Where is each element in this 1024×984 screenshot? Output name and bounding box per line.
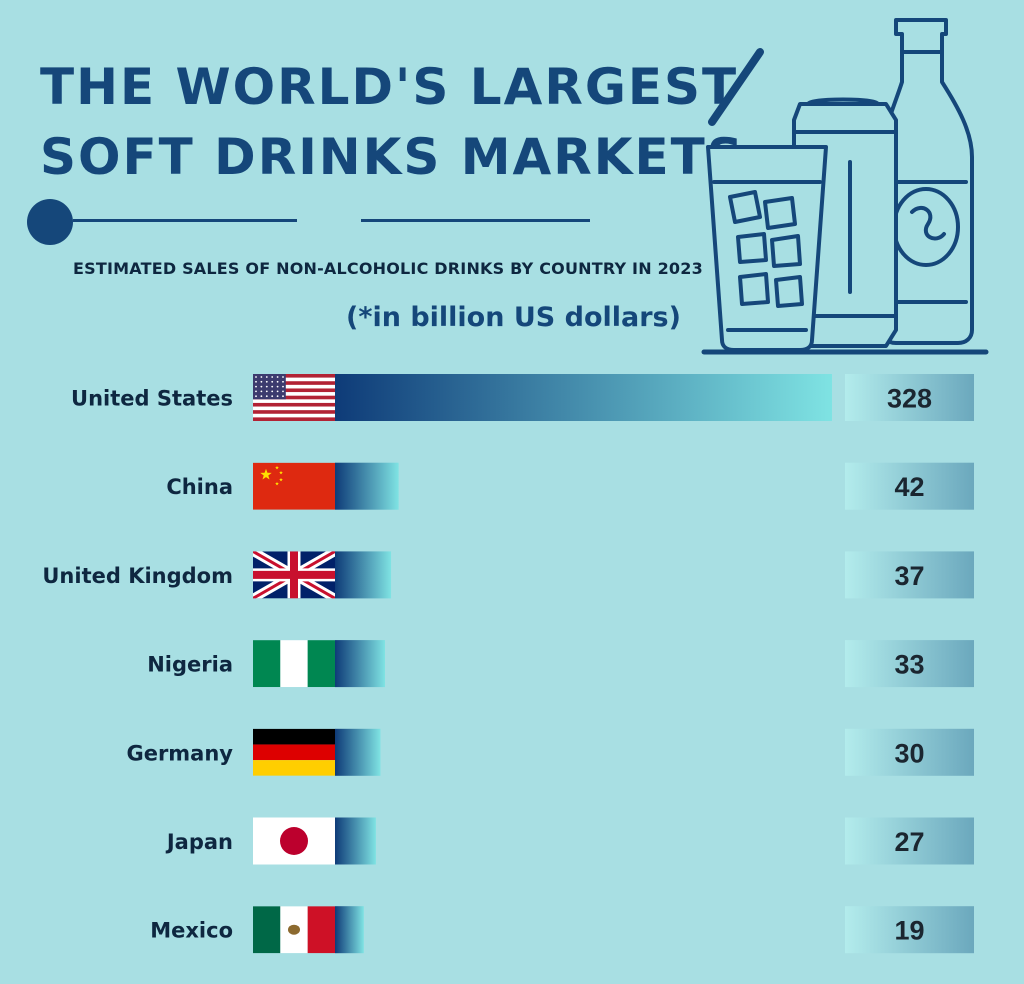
nigeria-flag-icon xyxy=(253,640,335,688)
germany-flag-icon xyxy=(253,728,335,776)
value-label: 27 xyxy=(894,827,924,857)
title-line-2: Soft Drinks Markets xyxy=(40,128,745,186)
bar-row: Germany 30 xyxy=(126,728,974,776)
glass-with-straw-icon xyxy=(706,48,828,352)
value-box xyxy=(845,640,974,688)
mexico-flag-icon xyxy=(253,906,335,954)
chart-subtitle: ESTIMATED SALES OF NON-ALCOHOLIC DRINKS … xyxy=(73,259,703,278)
category-label: Japan xyxy=(165,830,233,854)
bar xyxy=(335,374,832,421)
value-label: 42 xyxy=(894,472,924,502)
value-box xyxy=(845,551,974,599)
bar xyxy=(335,551,392,599)
value-label: 37 xyxy=(894,561,924,591)
value-label: 19 xyxy=(894,916,924,946)
category-label: Germany xyxy=(126,741,233,765)
value-label: 30 xyxy=(894,738,924,768)
bar xyxy=(335,728,381,776)
value-box xyxy=(845,462,974,510)
bar xyxy=(335,462,399,510)
unit-note: (*in billion US dollars) xyxy=(346,302,681,333)
bar-row: United Kingdom 37 xyxy=(42,551,974,599)
uk-flag-icon xyxy=(253,551,335,599)
category-label: United Kingdom xyxy=(42,564,233,588)
bar-row: China 42 xyxy=(166,462,974,510)
decorative-line-left xyxy=(73,219,297,222)
value-box xyxy=(845,728,974,776)
value-label: 33 xyxy=(894,650,924,680)
bar-row: United States 328 xyxy=(71,374,974,421)
us-flag-icon xyxy=(253,374,335,421)
value-box xyxy=(845,374,974,421)
japan-flag-icon xyxy=(253,817,335,865)
drinks-illustration xyxy=(701,18,989,355)
category-label: United States xyxy=(71,387,233,411)
bar xyxy=(335,640,386,688)
bar-row: Mexico 19 xyxy=(150,906,974,954)
bar-row: Nigeria 33 xyxy=(147,640,974,688)
value-label: 328 xyxy=(887,384,932,414)
title-line-1: The World's Largest xyxy=(40,58,739,116)
category-label: China xyxy=(166,475,233,499)
value-box xyxy=(845,906,974,954)
bar-row: Japan 27 xyxy=(165,817,974,865)
bar xyxy=(335,906,364,954)
value-box xyxy=(845,817,974,865)
category-label: Nigeria xyxy=(147,653,233,677)
china-flag-icon xyxy=(253,462,335,510)
glass-bottle-icon xyxy=(880,18,974,345)
chart-title: The World's Largest Soft Drinks Markets xyxy=(40,52,745,192)
decorative-line-right xyxy=(361,219,590,222)
bar xyxy=(335,817,376,865)
decorative-dot xyxy=(27,199,73,245)
category-label: Mexico xyxy=(150,919,233,943)
